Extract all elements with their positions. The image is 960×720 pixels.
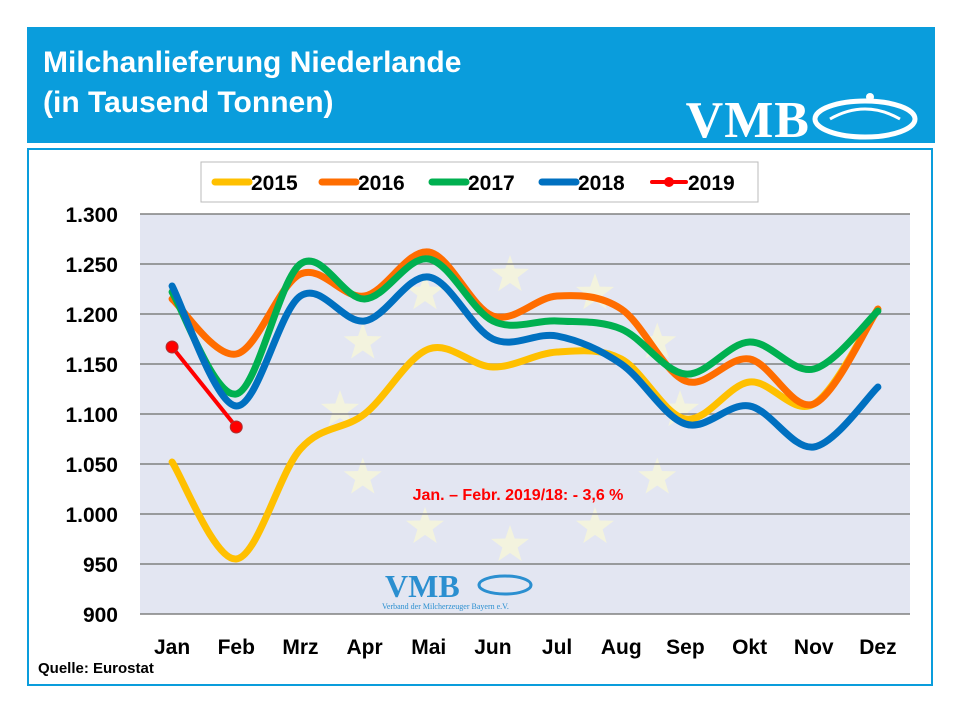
- series-line-2017: [168, 255, 882, 398]
- y-tick-label: 1.250: [65, 254, 118, 277]
- data-point-2019: [165, 340, 179, 354]
- eu-star-icon: [660, 390, 700, 427]
- y-tick-label: 1.300: [65, 204, 118, 227]
- eu-star-icon: [405, 506, 445, 544]
- x-tick-label: Feb: [218, 636, 255, 659]
- eu-star-icon: [490, 255, 530, 292]
- x-tick-label: Sep: [666, 636, 705, 659]
- watermark-swirl-icon: [477, 574, 533, 596]
- x-tick-label: Nov: [794, 636, 834, 659]
- eu-star-icon: [638, 322, 677, 359]
- chart-frame: [27, 148, 933, 686]
- legend-label: 2019: [688, 172, 735, 195]
- y-tick-label: 900: [83, 604, 118, 627]
- eu-star-icon: [320, 390, 360, 427]
- vmb-logo: VMB: [685, 92, 810, 149]
- x-tick-label: Okt: [732, 636, 767, 659]
- source-label: Quelle: Eurostat: [38, 660, 154, 677]
- eu-star-icon: [575, 273, 615, 310]
- title-line-1: Milchanlieferung Niederlande: [43, 46, 462, 79]
- y-tick-label: 1.200: [65, 304, 118, 327]
- data-point-2019: [229, 420, 243, 434]
- series-line-2015: [168, 305, 882, 563]
- x-tick-label: Mai: [411, 636, 446, 659]
- legend-label: 2016: [358, 172, 405, 195]
- x-tick-label: Dez: [859, 636, 896, 659]
- watermark-logo: VMB: [385, 568, 460, 604]
- x-tick-label: Aug: [601, 636, 642, 659]
- y-tick-label: 1.050: [65, 454, 118, 477]
- annotation: Jan. – Febr. 2019/18: - 3,6 %: [413, 487, 624, 504]
- x-tick-label: Apr: [346, 636, 382, 659]
- title-line-2: (in Tausend Tonnen): [43, 86, 334, 119]
- legend-label: 2015: [251, 172, 298, 195]
- legend-label: 2018: [578, 172, 625, 195]
- page-title: Milchanlieferung Niederlande (in Tausend …: [43, 43, 461, 123]
- eu-star-icon: [343, 322, 382, 359]
- vmb-swirl-icon: [812, 93, 918, 140]
- y-tick-label: 1.000: [65, 504, 118, 527]
- y-tick-label: 1.100: [65, 404, 118, 427]
- eu-star-icon: [638, 457, 677, 494]
- x-tick-label: Jan: [154, 636, 190, 659]
- eu-star-icon: [490, 525, 530, 562]
- eu-star-icon: [575, 506, 615, 544]
- series-line-2019: [170, 345, 238, 429]
- y-tick-label: 1.150: [65, 354, 118, 377]
- x-tick-label: Jun: [474, 636, 511, 659]
- legend-label: 2017: [468, 172, 515, 195]
- eu-star-icon: [343, 457, 382, 494]
- y-tick-label: 950: [83, 554, 118, 577]
- watermark-subtitle: Verband der Milcherzeuger Bayern e.V.: [382, 602, 509, 611]
- x-tick-label: Jul: [542, 636, 572, 659]
- eu-star-icon: [405, 273, 445, 310]
- legend-marker-2019: [664, 177, 674, 187]
- header-banner: Milchanlieferung Niederlande (in Tausend …: [27, 27, 935, 149]
- x-tick-label: Mrz: [282, 636, 318, 659]
- series-line-2018: [168, 273, 882, 451]
